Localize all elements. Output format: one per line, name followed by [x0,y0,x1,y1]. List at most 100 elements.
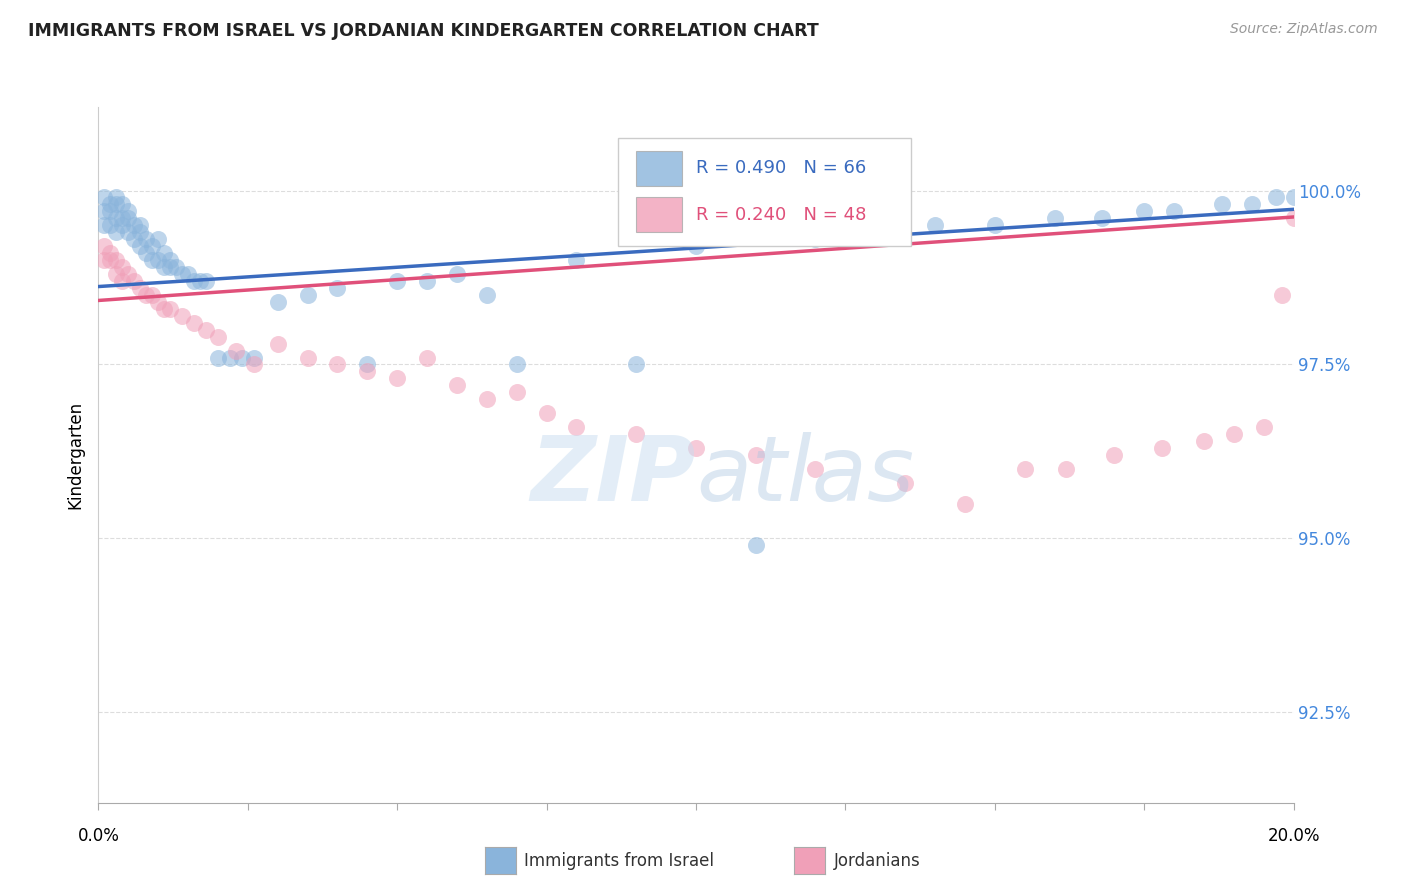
Point [1104,448,1126,462]
Point [326,281,349,295]
Point [153,246,176,260]
Point [924,219,946,233]
Point [135,246,157,260]
Point [159,301,181,316]
Point [111,219,134,233]
Text: Jordanians: Jordanians [834,852,921,870]
Point [953,497,976,511]
Point [1240,197,1263,211]
Point [804,462,827,476]
Point [1014,462,1036,476]
Point [159,260,181,274]
Point [129,281,152,295]
Point [98,253,122,268]
Point [1282,190,1305,204]
Point [1271,288,1294,302]
Text: IMMIGRANTS FROM ISRAEL VS JORDANIAN KINDERGARTEN CORRELATION CHART: IMMIGRANTS FROM ISRAEL VS JORDANIAN KIND… [28,22,818,40]
Point [243,351,266,365]
Text: R = 0.490   N = 66: R = 0.490 N = 66 [696,160,866,178]
Point [141,288,163,302]
Point [356,358,378,372]
Point [297,288,319,302]
Point [111,260,134,274]
Point [159,253,181,268]
Point [98,246,122,260]
Text: atlas: atlas [696,432,914,520]
Point [111,211,134,226]
Point [506,385,529,400]
Point [194,323,218,337]
Point [153,301,176,316]
Point [124,232,146,246]
Text: 20.0%: 20.0% [1267,827,1320,845]
Point [446,267,468,281]
Point [894,475,917,490]
Point [865,219,887,233]
Point [1150,441,1173,455]
Point [207,351,229,365]
Point [93,253,115,268]
Point [475,288,498,302]
Point [1133,204,1156,219]
Point [98,219,122,233]
Point [446,378,468,392]
Bar [636,197,682,232]
Point [183,316,205,330]
Point [326,358,349,372]
Point [124,274,146,288]
Bar [636,151,682,186]
Point [297,351,319,365]
Point [416,351,439,365]
Point [225,343,247,358]
Point [93,204,115,219]
Point [165,260,187,274]
Point [172,309,194,323]
Text: ZIP: ZIP [530,432,696,520]
Point [172,267,194,281]
Point [983,219,1005,233]
Point [141,253,163,268]
Point [565,420,588,434]
Point [105,211,128,226]
Point [745,538,768,552]
Point [105,197,128,211]
Point [93,219,115,233]
Point [685,441,707,455]
Point [243,358,266,372]
Point [148,253,170,268]
Point [141,239,163,253]
Point [188,274,211,288]
Point [1163,204,1185,219]
Point [1253,420,1275,434]
Point [105,253,128,268]
Point [177,267,200,281]
Point [624,358,647,372]
Point [1054,462,1078,476]
Point [1264,190,1286,204]
Point [135,288,157,302]
Point [1282,211,1305,226]
Point [536,406,558,420]
Point [129,239,152,253]
Point [129,219,152,233]
Point [153,260,176,274]
Text: R = 0.240   N = 48: R = 0.240 N = 48 [696,206,866,224]
Point [624,427,647,442]
Point [1192,434,1215,448]
Point [98,197,122,211]
Point [111,197,134,211]
Point [117,211,139,226]
Point [135,232,157,246]
Point [105,225,128,239]
Point [117,204,139,219]
Point [207,329,229,343]
Point [745,448,768,462]
Point [565,253,588,268]
Point [105,267,128,281]
Point [385,274,409,288]
Point [1043,211,1066,226]
Y-axis label: Kindergarten: Kindergarten [66,401,84,509]
Point [685,239,707,253]
Point [148,294,170,309]
Point [475,392,498,407]
